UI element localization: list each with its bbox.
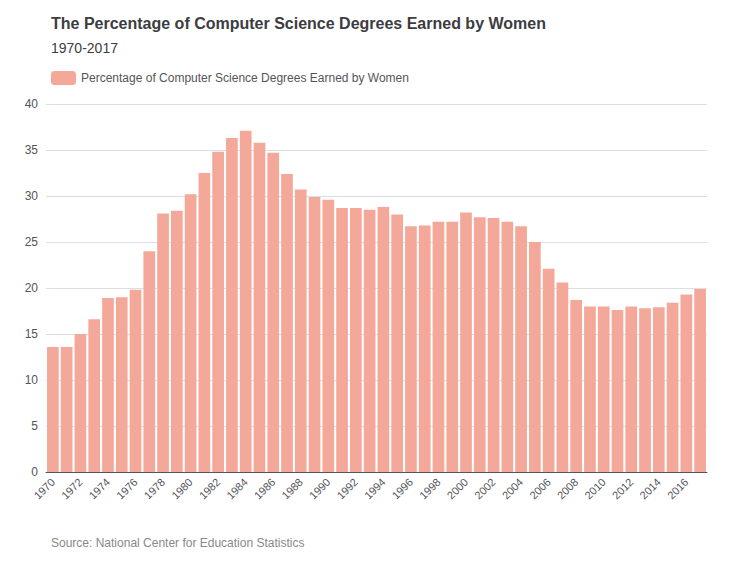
svg-text:1976: 1976 bbox=[114, 476, 140, 502]
svg-text:25: 25 bbox=[25, 235, 39, 249]
svg-text:2000: 2000 bbox=[444, 476, 470, 502]
svg-text:2004: 2004 bbox=[500, 476, 526, 502]
svg-text:1986: 1986 bbox=[252, 476, 278, 502]
svg-text:The Percentage of Computer Sci: The Percentage of Computer Science Degre… bbox=[51, 15, 546, 32]
svg-text:1970: 1970 bbox=[31, 476, 57, 502]
svg-text:2008: 2008 bbox=[555, 476, 581, 502]
svg-text:1982: 1982 bbox=[197, 476, 223, 502]
svg-text:1994: 1994 bbox=[362, 476, 388, 502]
svg-text:1972: 1972 bbox=[59, 476, 85, 502]
svg-text:30: 30 bbox=[25, 189, 39, 203]
svg-text:5: 5 bbox=[31, 419, 38, 433]
svg-text:Percentage of Computer Science: Percentage of Computer Science Degrees E… bbox=[81, 71, 409, 85]
svg-text:1996: 1996 bbox=[389, 476, 415, 502]
svg-text:1988: 1988 bbox=[279, 476, 305, 502]
svg-text:1974: 1974 bbox=[86, 476, 112, 502]
svg-text:1984: 1984 bbox=[224, 476, 250, 502]
svg-text:1990: 1990 bbox=[307, 476, 333, 502]
svg-text:20: 20 bbox=[25, 281, 39, 295]
svg-text:10: 10 bbox=[25, 373, 39, 387]
svg-text:40: 40 bbox=[25, 97, 39, 111]
svg-text:15: 15 bbox=[25, 327, 39, 341]
svg-text:2014: 2014 bbox=[637, 476, 663, 502]
svg-text:2016: 2016 bbox=[665, 476, 691, 502]
svg-text:35: 35 bbox=[25, 143, 39, 157]
svg-text:1978: 1978 bbox=[142, 476, 168, 502]
svg-text:1980: 1980 bbox=[169, 476, 195, 502]
svg-text:Source: National Center for Ed: Source: National Center for Education St… bbox=[51, 536, 304, 550]
svg-text:1970-2017: 1970-2017 bbox=[51, 40, 118, 56]
svg-text:2012: 2012 bbox=[610, 476, 636, 502]
svg-text:0: 0 bbox=[31, 465, 38, 479]
svg-text:1992: 1992 bbox=[334, 476, 360, 502]
svg-text:2002: 2002 bbox=[472, 476, 498, 502]
svg-text:1998: 1998 bbox=[417, 476, 443, 502]
svg-text:2006: 2006 bbox=[527, 476, 553, 502]
svg-text:2010: 2010 bbox=[582, 476, 608, 502]
